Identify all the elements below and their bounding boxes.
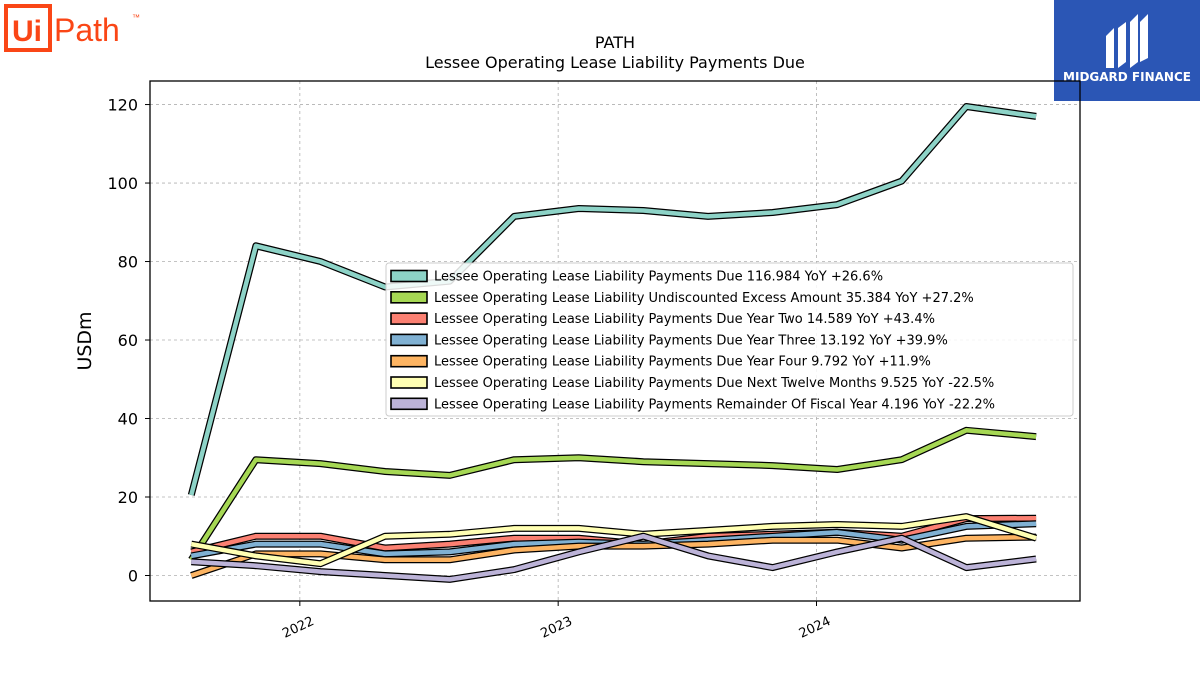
uipath-logo-box bbox=[4, 4, 52, 52]
y-tick-label: 100 bbox=[107, 174, 138, 193]
series-line-2 bbox=[189, 428, 1037, 562]
legend-swatch-5 bbox=[390, 354, 428, 368]
y-tick-label: 20 bbox=[118, 488, 138, 507]
legend-swatch-3 bbox=[390, 312, 428, 325]
uipath-logo-path: Path bbox=[54, 12, 120, 48]
uipath-logo-tm: ™ bbox=[132, 13, 140, 22]
legend-label-1: Lessee Operating Lease Liability Payment… bbox=[434, 270, 883, 285]
series-line-1 bbox=[189, 104, 1037, 496]
y-axis-ticks: 0 20 40 60 80 100 120 bbox=[107, 96, 150, 585]
legend-label-5: Lessee Operating Lease Liability Payment… bbox=[434, 355, 931, 370]
uipath-logo: Ui Path ™ bbox=[4, 4, 140, 52]
y-tick-label: 0 bbox=[128, 566, 138, 585]
legend-label-6: Lessee Operating Lease Liability Payment… bbox=[434, 376, 994, 391]
x-axis-ticks: 2022 2023 2024 bbox=[280, 601, 833, 642]
y-tick-label: 60 bbox=[118, 331, 138, 350]
y-tick-label: 40 bbox=[118, 410, 138, 429]
legend-frame bbox=[385, 262, 1074, 417]
midgard-logo-glyph bbox=[1106, 14, 1148, 68]
legend-label-7: Lessee Operating Lease Liability Payment… bbox=[434, 397, 995, 412]
legend-swatch-7 bbox=[390, 397, 428, 411]
midgard-finance-logo: MIDGARD FINANCE bbox=[1054, 0, 1200, 101]
legend-label-4: Lessee Operating Lease Liability Payment… bbox=[434, 333, 948, 348]
legend: Lessee Operating Lease Liability Payment… bbox=[385, 262, 1074, 417]
y-tick-label: 120 bbox=[107, 96, 138, 115]
legend-swatch-1 bbox=[390, 269, 428, 283]
legend-swatch-4 bbox=[390, 333, 428, 347]
uipath-logo-ui: Ui bbox=[12, 15, 42, 48]
x-tick-label: 2022 bbox=[280, 614, 316, 642]
x-tick-label: 2024 bbox=[797, 614, 833, 642]
legend-label-3: Lessee Operating Lease Liability Payment… bbox=[434, 312, 935, 327]
midgard-logo-mark: MIDGARD FINANCE bbox=[1063, 14, 1191, 84]
series-line-7 bbox=[191, 533, 1037, 582]
legend-label-2: Lessee Operating Lease Liability Undisco… bbox=[434, 291, 974, 306]
midgard-logo-text: MIDGARD FINANCE bbox=[1063, 70, 1191, 84]
x-tick-label: 2023 bbox=[539, 614, 575, 642]
y-tick-label: 80 bbox=[118, 253, 138, 272]
plot-frame bbox=[149, 80, 1081, 602]
legend-swatch-2 bbox=[390, 290, 428, 304]
legend-swatch-6 bbox=[390, 376, 428, 389]
y-axis-label: USDm bbox=[74, 311, 96, 370]
chart-subtitle: Lessee Operating Lease Liability Payment… bbox=[425, 53, 805, 72]
chart-title: PATH bbox=[595, 33, 635, 52]
series-line-6 bbox=[190, 514, 1037, 566]
series-lines bbox=[187, 103, 1038, 583]
